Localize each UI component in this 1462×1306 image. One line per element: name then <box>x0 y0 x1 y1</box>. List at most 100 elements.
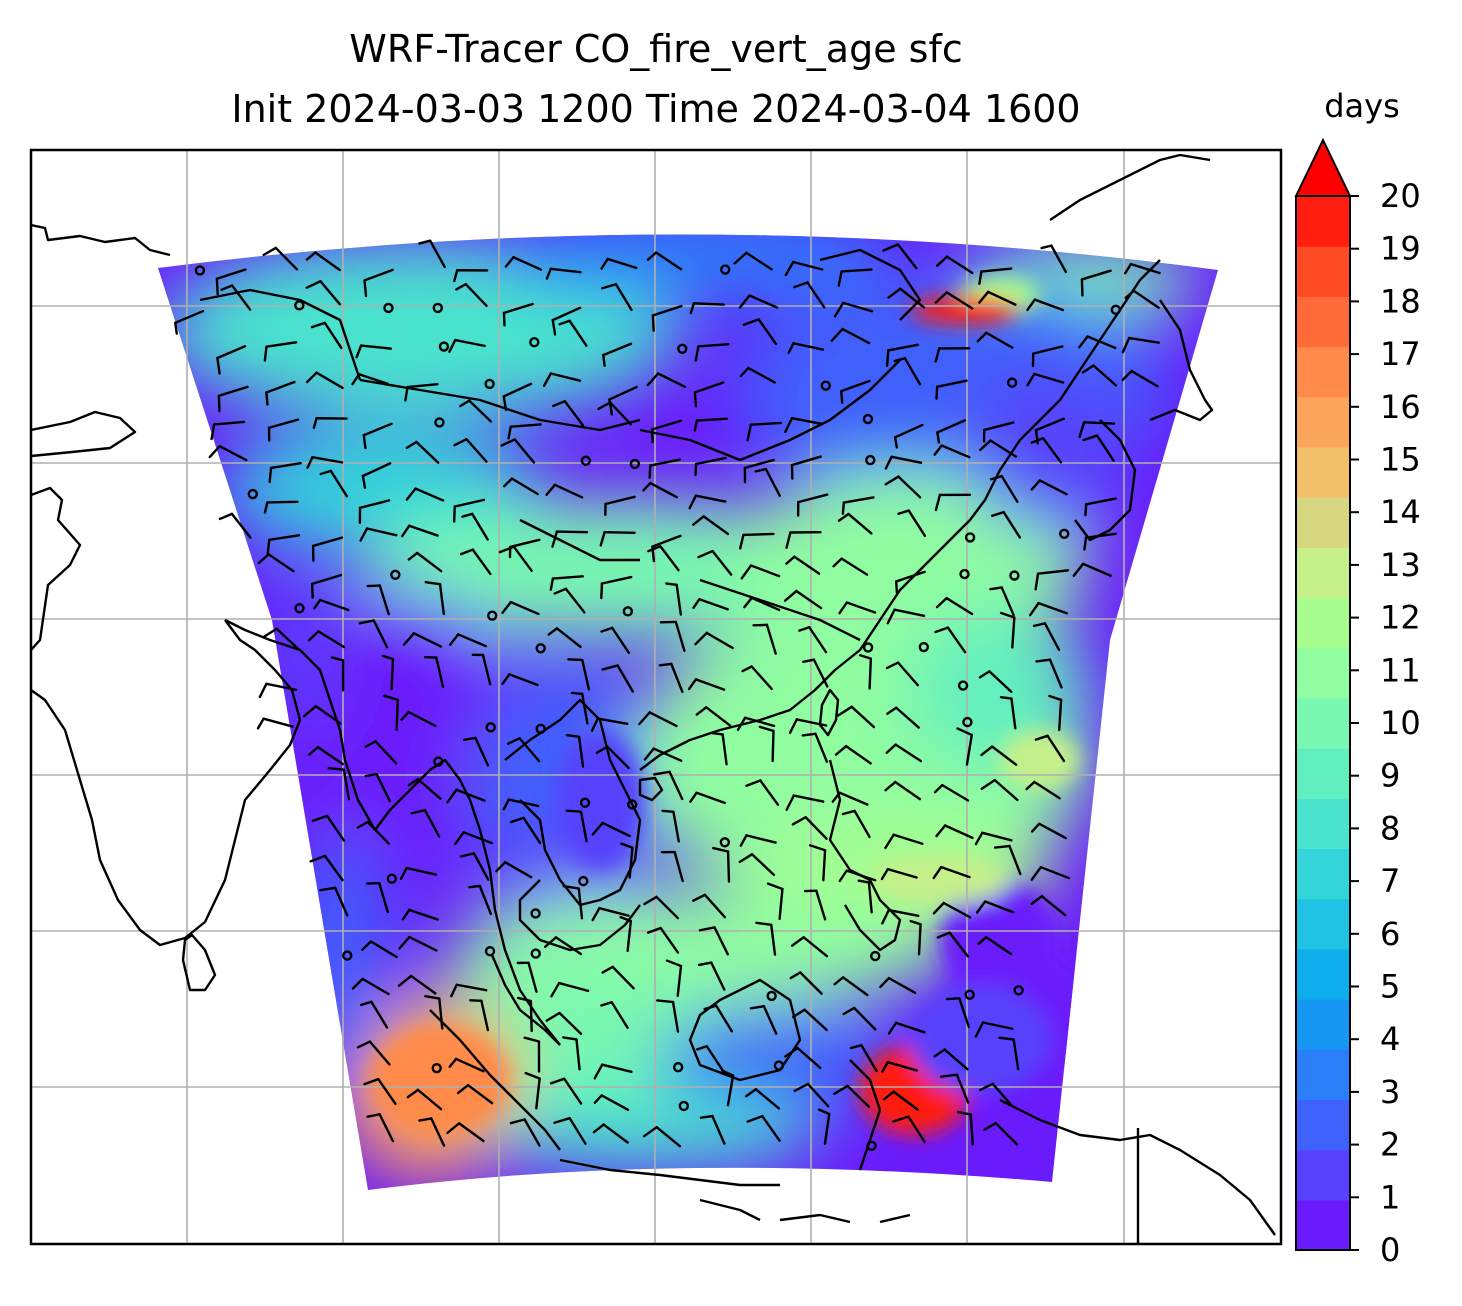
calm-wind-circle <box>1006 377 1018 388</box>
colorbar-tick-label: 3 <box>1380 1073 1400 1111</box>
wind-barb-feather <box>651 314 655 332</box>
wind-barb-shaft <box>1008 844 1022 876</box>
wind-barb-feather <box>736 716 747 731</box>
wind-barb-feather <box>738 853 754 864</box>
wind-barb-shaft <box>314 251 341 272</box>
wind-barb-feather <box>956 727 973 737</box>
calm-wind-circle <box>862 413 874 425</box>
wind-barb-shaft <box>1033 780 1061 800</box>
wind-barb-feather <box>830 327 844 342</box>
wind-barb-shaft <box>268 534 301 541</box>
wind-barb-feather <box>565 734 581 739</box>
colorbar-segment <box>1296 446 1350 498</box>
wind-barb-shaft <box>1129 262 1161 275</box>
calm-wind-circle <box>1013 985 1024 996</box>
wind-barb-shaft <box>778 887 784 921</box>
wind-barb-feather <box>600 582 604 600</box>
colorbar-segment <box>1296 948 1350 1000</box>
wind-barb-shaft <box>749 421 782 426</box>
wind-barb-shaft <box>265 682 297 691</box>
wind-barb-shaft <box>896 661 920 687</box>
wind-barb-feather <box>418 239 432 245</box>
wind-barb-shaft <box>269 461 302 470</box>
wind-barb-shaft <box>940 865 971 879</box>
wind-barb-shaft <box>564 587 586 614</box>
wind-barb-feather <box>424 581 442 586</box>
wind-barb-feather <box>307 630 320 642</box>
calm-wind-circle <box>485 722 496 733</box>
plot-title-line-1: WRF-Tracer CO_fire_vert_age sfc <box>349 27 963 71</box>
wind-barb-feather <box>755 921 773 927</box>
wind-barb-feather <box>1028 601 1040 617</box>
wind-barb-shaft <box>406 382 439 389</box>
wind-barb-feather <box>217 394 221 413</box>
wind-barb-shaft <box>230 512 252 539</box>
wind-barb-shaft <box>655 895 680 920</box>
wind-barb-shaft <box>361 977 390 996</box>
wind-barb-feather <box>885 743 897 754</box>
wind-barb-shaft <box>982 421 1015 432</box>
wind-barb-shaft <box>759 779 780 806</box>
wind-barb-feather <box>837 270 843 287</box>
wind-barb-feather <box>792 1008 806 1019</box>
wind-barb-feather <box>849 1043 863 1050</box>
calm-wind-circle <box>622 606 634 617</box>
wind-barb-shaft <box>508 673 539 687</box>
coastline-sumatra <box>429 1009 561 1151</box>
calm-wind-circle <box>766 990 777 1002</box>
wind-barb-shaft <box>215 268 247 280</box>
wind-barb-shaft <box>1033 298 1065 312</box>
field-detail-layer <box>370 275 1100 1135</box>
coastline-taiwan <box>818 688 840 737</box>
calm-wind-circle <box>918 641 930 653</box>
wind-barb-shaft <box>438 583 446 616</box>
wind-barb-feather <box>461 512 474 518</box>
wind-barb-feather <box>398 935 411 950</box>
colorbar-segment <box>1296 1149 1350 1201</box>
wind-barb-shaft <box>465 438 488 463</box>
wind-barb-feather <box>210 423 216 441</box>
wind-barb-feather <box>552 400 567 408</box>
wind-barb-feather <box>956 1110 972 1116</box>
calm-wind-circle <box>862 642 874 653</box>
coastline-sulawesi <box>849 1059 882 1171</box>
wind-barb-shaft <box>806 1082 830 1108</box>
wind-barb-shaft <box>604 495 636 506</box>
wind-barb-shaft <box>527 961 538 993</box>
wind-barb-feather <box>600 1001 613 1007</box>
wind-barb-shaft <box>535 1077 541 1110</box>
wind-barb-shaft <box>845 869 877 882</box>
wind-barb-shaft <box>745 251 773 271</box>
wind-barb-shaft <box>323 321 343 350</box>
wind-barb-shaft <box>812 658 829 688</box>
wind-barb-shaft <box>1011 616 1016 649</box>
wind-barb-shaft <box>357 373 389 385</box>
calm-wind-circle <box>486 610 498 621</box>
wind-barb-feather <box>738 294 751 309</box>
wind-barb-shaft <box>714 1004 733 1033</box>
wind-barb-feather <box>453 438 468 447</box>
wind-barb-shaft <box>846 1084 871 1109</box>
wind-barb-shaft <box>673 850 684 883</box>
wind-barb-feather <box>459 852 476 858</box>
wind-barb-shaft <box>670 662 684 694</box>
wind-barb-shaft <box>378 1113 395 1143</box>
wind-barb-feather <box>506 737 521 745</box>
wind-barb-feather <box>361 474 367 489</box>
colorbar-segment <box>1296 748 1350 799</box>
wind-barb-shaft <box>802 936 829 958</box>
wind-barb-feather <box>1084 503 1088 517</box>
wind-barb-feather <box>1030 479 1042 491</box>
wind-barb-shaft <box>616 664 634 693</box>
wind-barb-shaft <box>311 536 344 548</box>
wind-barb-shaft <box>754 1088 781 1110</box>
wind-barb-shaft <box>522 816 542 845</box>
wind-barb-feather <box>327 767 346 771</box>
calm-wind-circle <box>672 1061 684 1073</box>
wind-barb-feather <box>785 531 792 549</box>
wind-barb-feather <box>696 1045 708 1051</box>
wind-barbs <box>174 239 1161 1151</box>
wind-barb-feather <box>383 694 400 702</box>
wind-barb-shaft <box>478 884 493 916</box>
wind-barb-shaft <box>628 846 634 879</box>
